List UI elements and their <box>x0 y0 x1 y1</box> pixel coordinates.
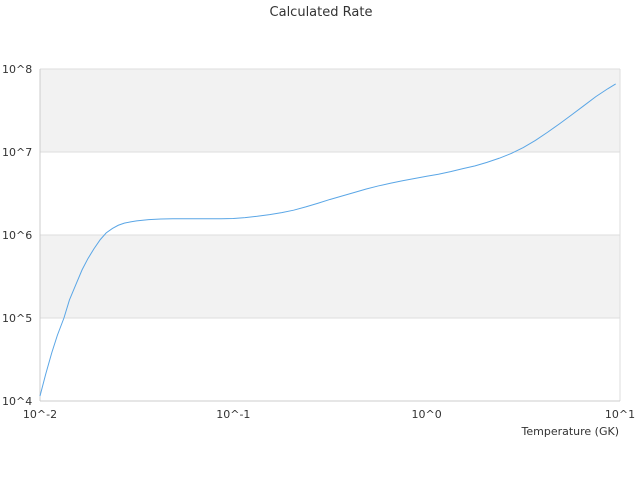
y-tick-label: 10^6 <box>2 229 32 242</box>
y-tick-label: 10^4 <box>2 395 32 408</box>
x-tick-label: 10^0 <box>412 408 442 421</box>
series-line <box>39 83 616 397</box>
y-tick-label: 10^8 <box>2 63 32 76</box>
x-axis-title: Temperature (GK) <box>521 425 620 438</box>
grid-band <box>40 318 620 401</box>
x-tick-labels: 10^-2 10^-1 10^0 10^1 <box>23 408 635 421</box>
grid-band <box>40 235 620 318</box>
x-tick-label: 10^1 <box>605 408 635 421</box>
chart-title: Calculated Rate <box>270 5 373 20</box>
x-tick-label: 10^-2 <box>23 408 57 421</box>
y-tick-label: 10^5 <box>2 312 32 325</box>
grid-band <box>40 69 620 152</box>
x-tick-label: 10^-1 <box>216 408 250 421</box>
series-layer <box>39 83 616 397</box>
y-tick-label: 10^7 <box>2 146 32 159</box>
grid-bands <box>40 68 621 402</box>
y-tick-labels: 10^4 10^5 10^6 10^7 10^8 <box>2 63 32 408</box>
